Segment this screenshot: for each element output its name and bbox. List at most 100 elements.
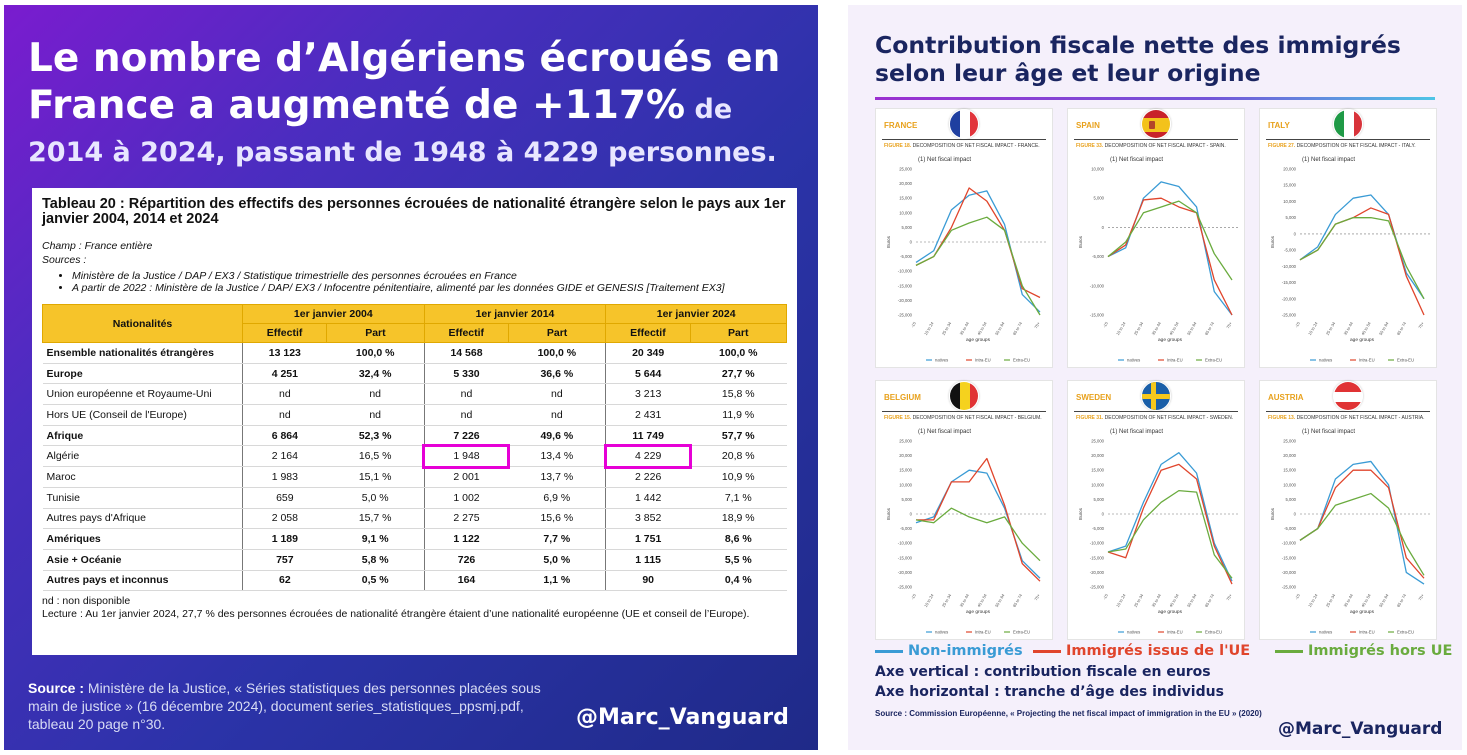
chart-subtitle: (1) Net fiscal impact (1110, 157, 1164, 163)
doc-sources-list: Ministère de la Justice / DAP / EX3 / St… (72, 270, 787, 294)
y-axis-label: Euros (1078, 507, 1083, 520)
y-tick-label: -10,000 (898, 269, 913, 274)
x-tick-label: 65 to 74 (1396, 320, 1408, 336)
legend-label: Immigrés issus de l'UE (1066, 643, 1251, 659)
line-chart: -25,000 -20,000 -15,000 -10,000 -5,000 0 5,000… (886, 167, 1046, 363)
cell-part: 32,4 % (326, 363, 425, 385)
right-panel: Contribution fiscale nette des immigrés … (848, 5, 1462, 750)
x-tick-label: 75+ (1225, 592, 1233, 601)
series-line-natives (1107, 181, 1233, 316)
figure-number: FIGURE 13. (1268, 415, 1296, 421)
y-tick-label: 10,000 (1283, 199, 1296, 204)
y-tick-label: 20,000 (899, 181, 912, 186)
cell-part: 57,7 % (690, 425, 787, 447)
line-chart: -25,000 -20,000 -15,000 -10,000 -5,000 0 5,000… (1078, 439, 1238, 635)
header-part: Part (689, 323, 787, 343)
y-tick-label: 5,000 (1286, 215, 1297, 220)
y-tick-label: 25,000 (1091, 439, 1104, 444)
cell-part: nd (508, 383, 606, 406)
mini-legend-label: natives (1319, 358, 1332, 363)
mini-legend-label: Extra-EU (1397, 630, 1414, 635)
x-tick-label: -15 (1102, 320, 1110, 328)
series-line-extra-eu (1299, 217, 1425, 300)
y-tick-label: -5,000 (900, 254, 913, 259)
x-tick-label: 35 to 44 (1150, 320, 1162, 336)
series-line-natives (915, 190, 1041, 313)
x-tick-label: 25 to 34 (1133, 320, 1145, 336)
legend-item-extra-eu: Immigrés hors UE (1275, 643, 1452, 659)
row-label: Europe (42, 363, 243, 385)
figure-text: DECOMPOSITION OF NET FISCAL IMPACT - AUS… (1296, 415, 1425, 421)
x-tick-label: 75+ (1225, 320, 1233, 329)
y-tick-label: 5,000 (902, 225, 913, 230)
cell-effectif: 1 002 (423, 487, 509, 509)
cell-effectif: 1 122 (423, 528, 509, 550)
cell-part: 0,5 % (326, 570, 425, 592)
cell-effectif: 2 226 (605, 466, 690, 488)
legend-swatch (1275, 649, 1303, 653)
y-tick-label: 15,000 (1283, 183, 1296, 188)
legend-swatch (875, 649, 903, 653)
y-tick-label: 20,000 (1091, 453, 1104, 458)
cell-part: 5,5 % (690, 549, 787, 571)
x-tick-label: 55 to 64 (994, 592, 1006, 608)
series-line-intra-eu (1107, 197, 1233, 316)
x-tick-label: 15 to 24 (1307, 592, 1319, 608)
cell-part: 27,7 % (690, 363, 787, 385)
x-tick-label: 15 to 24 (923, 592, 935, 608)
row-label: Autres pays et inconnus (42, 570, 243, 592)
chart-subtitle: (1) Net fiscal impact (1110, 429, 1164, 435)
mini-legend-label: natives (935, 630, 948, 635)
country-name: AUSTRIA (1268, 393, 1304, 402)
y-tick-label: 15,000 (899, 468, 912, 473)
y-tick-label: -10,000 (1090, 541, 1105, 546)
line-chart: -25,000 -20,000 -15,000 -10,000 -5,000 0 5,000… (1270, 439, 1430, 635)
source-text: Ministère de la Justice, « Séries statis… (28, 680, 541, 732)
prison-table: Nationalités 1er janvier 2004 1er janvie… (42, 304, 787, 592)
y-tick-label: 25,000 (899, 167, 912, 172)
y-tick-label: -15,000 (1282, 280, 1297, 285)
country-name: BELGIUM (884, 393, 921, 402)
card-divider (1074, 411, 1238, 412)
doc-footer: nd : non disponible Lecture : Au 1er jan… (42, 595, 787, 621)
cell-part: 8,6 % (690, 528, 787, 550)
x-tick-label: 55 to 64 (1186, 592, 1198, 608)
figure-caption: FIGURE 15. DECOMPOSITION OF NET FISCAL I… (884, 415, 1042, 421)
cell-effectif: 20 349 (605, 342, 690, 364)
table-row: Union européenne et Royaume-Uni nd nd nd nd 3… (42, 383, 787, 406)
header-part: Part (326, 323, 425, 343)
main-legend: Non-immigrés Immigrés issus de l'UE Immi… (875, 643, 1452, 663)
y-tick-label: -15,000 (898, 283, 913, 288)
cell-effectif: 1 115 (605, 549, 690, 571)
chart-subtitle: (1) Net fiscal impact (918, 429, 972, 435)
y-tick-label: 20,000 (1283, 167, 1296, 172)
mini-legend-label: Intra-EU (975, 358, 991, 363)
cell-effectif: 7 226 (423, 425, 509, 447)
x-tick-label: 15 to 24 (923, 320, 935, 336)
right-source: Source : Commission Européenne, « Projec… (875, 709, 1262, 718)
x-tick-label: 45 to 54 (1360, 592, 1372, 608)
table-row: Algérie 2 164 16,5 % 1 948 13,4 % 4 229 20,8 % (42, 443, 787, 469)
row-label: Amériques (42, 528, 243, 550)
highlighted-cell: 4 229 (603, 443, 693, 469)
title-divider (875, 97, 1435, 100)
x-tick-label: 55 to 64 (994, 320, 1006, 336)
y-tick-label: -5,000 (1284, 526, 1297, 531)
y-tick-label: -15,000 (1090, 555, 1105, 560)
row-label: Afrique (42, 425, 243, 447)
header-nationalites: Nationalités (42, 304, 243, 343)
row-label: Union européenne et Royaume-Uni (42, 383, 243, 406)
cell-effectif: nd (423, 383, 509, 406)
card-divider (1266, 411, 1430, 412)
x-tick-label: -15 (1294, 592, 1302, 600)
figure-caption: FIGURE 27. DECOMPOSITION OF NET FISCAL I… (1268, 143, 1416, 149)
doc-sources-label: Sources : (42, 254, 87, 266)
card-divider (1074, 139, 1238, 140)
series-line-extra-eu (915, 216, 1041, 316)
y-tick-label: 25,000 (899, 439, 912, 444)
source-label: Source : (28, 680, 85, 696)
table-row: Amériques 1 189 9,1 % 1 122 7,7 % 1 751 8,6 % (42, 528, 787, 550)
row-label: Tunisie (42, 487, 243, 509)
header-year: 1er janvier 2024 (605, 304, 787, 324)
card-divider (1266, 139, 1430, 140)
